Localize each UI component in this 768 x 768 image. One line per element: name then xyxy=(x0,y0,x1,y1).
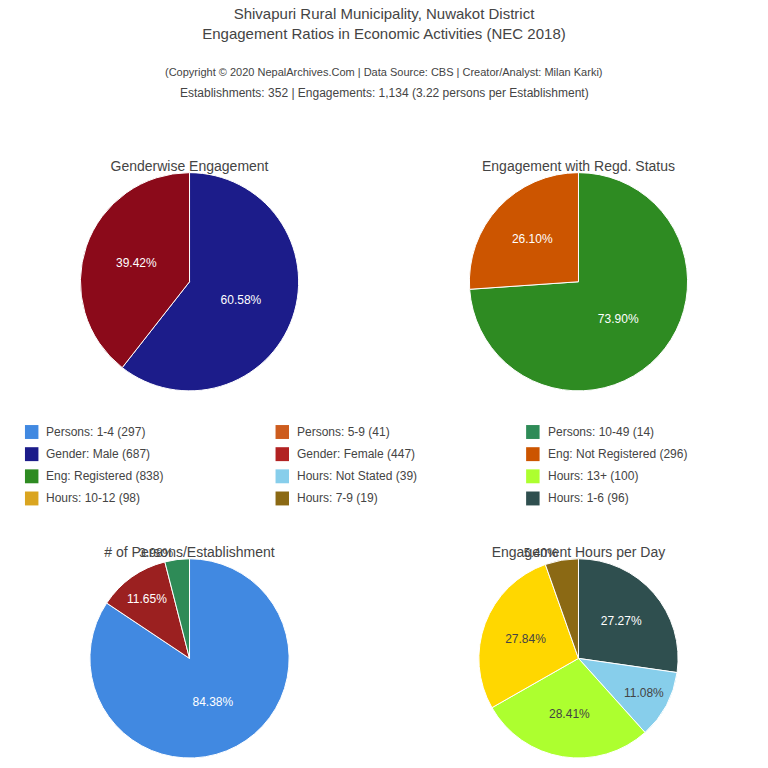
svg-text:Persons: 1-4 (297): Persons: 1-4 (297) xyxy=(46,425,145,439)
svg-text:Eng: Registered (838): Eng: Registered (838) xyxy=(46,469,163,483)
svg-text:27.84%: 27.84% xyxy=(505,632,546,646)
svg-text:Persons: 5-9 (41): Persons: 5-9 (41) xyxy=(297,425,390,439)
svg-text:11.65%: 11.65% xyxy=(127,592,167,606)
svg-text:3.98%: 3.98% xyxy=(139,546,173,560)
svg-text:27.27%: 27.27% xyxy=(601,614,642,628)
svg-text:26.10%: 26.10% xyxy=(512,232,553,246)
svg-text:5.40%: 5.40% xyxy=(524,546,558,560)
svg-text:Genderwise Engagement: Genderwise Engagement xyxy=(111,158,269,174)
svg-text:Gender: Male (687): Gender: Male (687) xyxy=(46,447,150,461)
svg-text:Hours: 1-6 (96): Hours: 1-6 (96) xyxy=(548,491,629,505)
svg-text:Persons: 10-49 (14): Persons: 10-49 (14) xyxy=(548,425,654,439)
svg-text:28.41%: 28.41% xyxy=(549,707,590,721)
svg-text:Eng: Not Registered (296): Eng: Not Registered (296) xyxy=(548,447,687,461)
svg-text:73.90%: 73.90% xyxy=(598,312,639,326)
svg-text:Engagement Hours per Day: Engagement Hours per Day xyxy=(492,544,666,560)
svg-text:84.38%: 84.38% xyxy=(192,695,233,709)
svg-text:Hours: 7-9 (19): Hours: 7-9 (19) xyxy=(297,491,378,505)
svg-text:Shivapuri Rural Municipality,: Shivapuri Rural Municipality, Nuwakot Di… xyxy=(202,5,566,42)
svg-text:(Copyright © 2020 NepalArchive: (Copyright © 2020 NepalArchives.Com | Da… xyxy=(165,66,603,78)
svg-text:39.42%: 39.42% xyxy=(116,256,157,270)
svg-text:Engagement with Regd. Status: Engagement with Regd. Status xyxy=(482,158,675,174)
svg-text:Establishments: 352 | Engageme: Establishments: 352 | Engagements: 1,134… xyxy=(180,86,589,100)
svg-text:Hours: 13+ (100): Hours: 13+ (100) xyxy=(548,469,638,483)
svg-text:60.58%: 60.58% xyxy=(221,293,262,307)
svg-text:# of Persons/Establishment: # of Persons/Establishment xyxy=(104,544,275,560)
svg-text:Hours: 10-12 (98): Hours: 10-12 (98) xyxy=(46,491,140,505)
svg-text:Hours: Not Stated (39): Hours: Not Stated (39) xyxy=(297,469,417,483)
svg-text:11.08%: 11.08% xyxy=(624,686,664,700)
svg-text:Gender: Female (447): Gender: Female (447) xyxy=(297,447,415,461)
